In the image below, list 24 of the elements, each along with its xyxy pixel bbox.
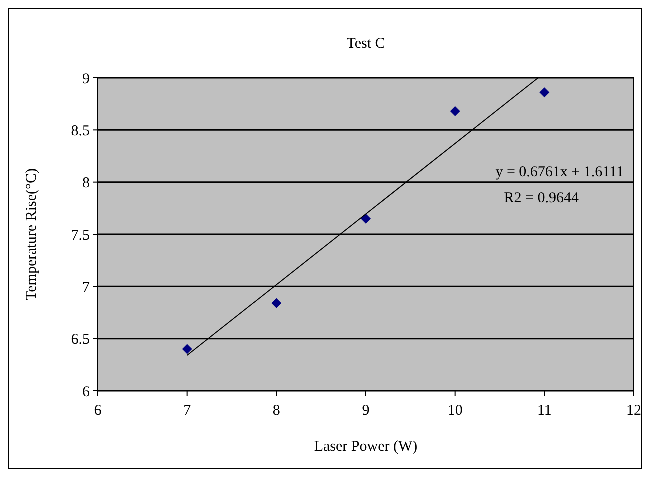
point xyxy=(450,106,460,116)
x-tick-label: 8 xyxy=(272,403,280,419)
annotation: y = 0.6761x + 1.6111 xyxy=(496,164,624,180)
y-tick-label: 7 xyxy=(82,280,90,296)
chart-title: Test C xyxy=(346,36,386,52)
y-axis-title: Temperature Rise(°C) xyxy=(24,168,40,300)
y-tick-label: 6 xyxy=(82,384,90,400)
x-tick-label: 6 xyxy=(94,403,102,419)
y-tick-label: 9 xyxy=(82,71,90,88)
point xyxy=(540,88,550,98)
y-tick-label: 8 xyxy=(82,176,90,192)
y-tick-label: 7.5 xyxy=(71,228,90,244)
point xyxy=(182,344,192,354)
x-tick-label: 11 xyxy=(537,403,552,419)
x-tick-label: 10 xyxy=(448,403,463,419)
point xyxy=(272,298,282,308)
annotation: R2 = 0.9644 xyxy=(504,190,580,206)
point xyxy=(361,214,371,224)
y-tick-label: 8.5 xyxy=(71,123,90,140)
x-axis-title: Laser Power (W) xyxy=(314,439,418,455)
x-tick-label: 7 xyxy=(184,403,192,419)
x-tick-label: 12 xyxy=(626,403,642,419)
y-tick-label: 6.5 xyxy=(71,332,90,348)
x-tick-label: 9 xyxy=(362,403,370,419)
